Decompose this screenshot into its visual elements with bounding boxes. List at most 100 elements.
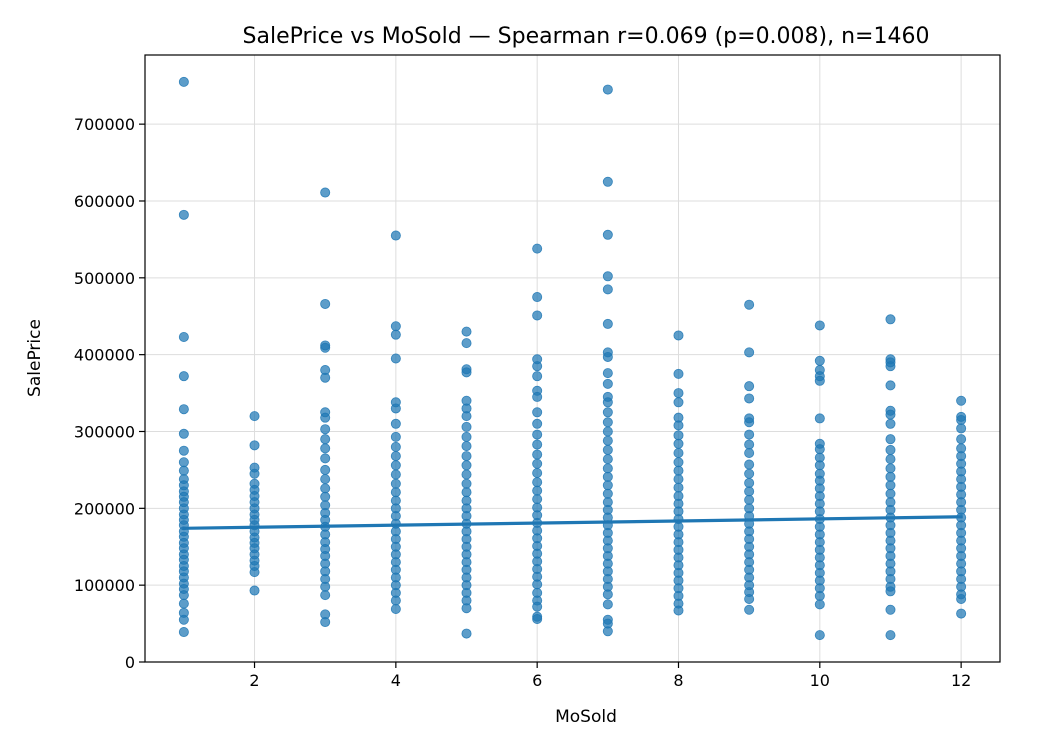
data-point xyxy=(885,630,896,641)
data-point xyxy=(744,494,755,505)
data-point xyxy=(814,413,825,424)
data-point xyxy=(744,459,755,470)
data-point xyxy=(673,474,684,485)
data-point xyxy=(602,626,613,637)
data-point xyxy=(956,434,967,445)
data-point xyxy=(602,599,613,610)
data-point xyxy=(602,435,613,446)
data-point xyxy=(461,628,472,639)
data-point xyxy=(602,351,613,362)
data-point xyxy=(532,467,543,478)
data-point xyxy=(744,604,755,615)
y-tick: 400000 xyxy=(74,346,145,365)
y-tick: 0 xyxy=(125,653,145,672)
data-point xyxy=(885,488,896,499)
data-point xyxy=(814,630,825,641)
data-point xyxy=(602,480,613,491)
y-tick-label: 100000 xyxy=(74,576,135,595)
data-point xyxy=(814,599,825,610)
x-tick: 4 xyxy=(391,662,401,690)
data-point xyxy=(673,397,684,408)
data-point xyxy=(461,411,472,422)
data-point xyxy=(673,430,684,441)
data-point xyxy=(249,468,260,479)
data-point xyxy=(532,361,543,372)
data-point xyxy=(532,449,543,460)
data-point xyxy=(461,469,472,480)
data-point xyxy=(885,380,896,391)
x-tick-label: 6 xyxy=(532,671,542,690)
data-point xyxy=(178,465,189,476)
data-point xyxy=(178,331,189,342)
data-point xyxy=(602,589,613,600)
data-point xyxy=(532,391,543,402)
data-point xyxy=(390,595,401,606)
data-point xyxy=(461,478,472,489)
data-point xyxy=(885,586,896,597)
data-point xyxy=(320,453,331,464)
data-point xyxy=(814,320,825,331)
data-point xyxy=(532,458,543,469)
data-point xyxy=(602,397,613,408)
y-tick: 500000 xyxy=(74,269,145,288)
data-point xyxy=(532,601,543,612)
data-point xyxy=(532,243,543,254)
chart-title: SalePrice vs MoSold — Spearman r=0.069 (… xyxy=(243,24,930,49)
data-point xyxy=(744,448,755,459)
data-point xyxy=(390,403,401,414)
data-point xyxy=(956,593,967,604)
data-point xyxy=(673,420,684,431)
x-axis-ticks: 2 4 6 8 10 12 xyxy=(249,662,971,690)
data-point xyxy=(178,428,189,439)
y-axis-ticks: 0 100000 200000 300000 400000 500000 600000 700… xyxy=(74,115,145,672)
data-point xyxy=(390,451,401,462)
data-point xyxy=(390,353,401,364)
data-point xyxy=(320,342,331,353)
data-point xyxy=(320,464,331,475)
data-point xyxy=(390,603,401,614)
data-point xyxy=(814,375,825,386)
data-point xyxy=(885,418,896,429)
y-tick-label: 600000 xyxy=(74,192,135,211)
data-point xyxy=(320,443,331,454)
data-point xyxy=(249,411,260,422)
data-point xyxy=(461,603,472,614)
data-point xyxy=(178,627,189,638)
data-point xyxy=(249,440,260,451)
data-point xyxy=(320,617,331,628)
data-point xyxy=(602,471,613,482)
data-point xyxy=(602,284,613,295)
data-point xyxy=(602,488,613,499)
y-axis-label: SalePrice xyxy=(25,319,45,397)
data-point xyxy=(744,429,755,440)
data-point xyxy=(390,431,401,442)
data-point xyxy=(814,444,825,455)
data-point xyxy=(602,378,613,389)
data-point xyxy=(532,613,543,624)
data-point xyxy=(461,326,472,337)
data-point xyxy=(744,477,755,488)
data-point xyxy=(744,381,755,392)
data-point xyxy=(320,412,331,423)
data-point xyxy=(320,424,331,435)
x-tick: 6 xyxy=(532,662,542,690)
data-point xyxy=(673,368,684,379)
data-point xyxy=(532,407,543,418)
data-point xyxy=(532,579,543,590)
data-point xyxy=(602,417,613,428)
data-point xyxy=(602,444,613,455)
y-tick-label: 300000 xyxy=(74,422,135,441)
data-point xyxy=(744,393,755,404)
data-point xyxy=(320,434,331,445)
data-point xyxy=(956,608,967,619)
data-point xyxy=(461,421,472,432)
data-point xyxy=(602,318,613,329)
trend-line xyxy=(182,515,963,530)
data-point xyxy=(178,404,189,415)
data-points xyxy=(178,76,967,641)
data-point xyxy=(956,423,967,434)
data-point xyxy=(532,485,543,496)
data-point xyxy=(956,395,967,406)
